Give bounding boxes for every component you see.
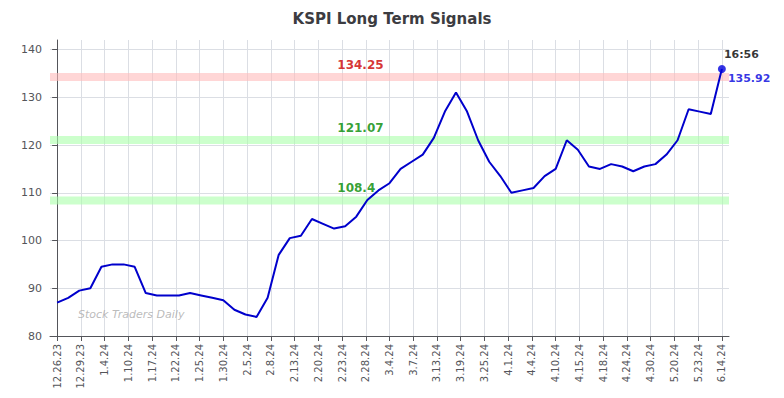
svg-text:1.17.24: 1.17.24 [147, 344, 158, 382]
svg-text:3.19.24: 3.19.24 [455, 344, 466, 382]
svg-text:16:56: 16:56 [724, 48, 759, 61]
svg-text:120: 120 [21, 139, 42, 152]
svg-text:1.30.24: 1.30.24 [218, 344, 229, 382]
svg-text:100: 100 [21, 234, 42, 247]
svg-text:1.25.24: 1.25.24 [194, 344, 205, 382]
svg-text:12.26.23: 12.26.23 [52, 344, 63, 389]
svg-text:108.4: 108.4 [337, 181, 375, 195]
svg-text:4.10.24: 4.10.24 [550, 344, 561, 382]
svg-text:2.28.24: 2.28.24 [360, 344, 371, 382]
svg-text:3.4.24: 3.4.24 [384, 344, 395, 376]
svg-text:3.13.24: 3.13.24 [431, 344, 442, 382]
svg-text:4.24.24: 4.24.24 [621, 344, 632, 382]
svg-text:4.18.24: 4.18.24 [598, 344, 609, 382]
svg-text:90: 90 [28, 282, 42, 295]
svg-text:6.14.24: 6.14.24 [716, 344, 727, 382]
svg-text:130: 130 [21, 91, 42, 104]
svg-text:4.30.24: 4.30.24 [645, 344, 656, 382]
svg-text:3.25.24: 3.25.24 [479, 344, 490, 382]
svg-text:80: 80 [28, 330, 42, 343]
svg-text:121.07: 121.07 [337, 121, 383, 135]
svg-text:1.10.24: 1.10.24 [123, 344, 134, 382]
svg-text:4.1.24: 4.1.24 [503, 344, 514, 376]
svg-text:2.5.24: 2.5.24 [242, 344, 253, 376]
svg-text:KSPI Long Term Signals: KSPI Long Term Signals [293, 10, 492, 28]
svg-text:110: 110 [21, 186, 42, 199]
svg-text:12.29.23: 12.29.23 [75, 344, 86, 389]
svg-text:1.4.24: 1.4.24 [99, 344, 110, 376]
svg-text:4.4.24: 4.4.24 [526, 344, 537, 376]
svg-text:2.13.24: 2.13.24 [289, 344, 300, 382]
svg-text:5.23.24: 5.23.24 [693, 344, 704, 382]
svg-text:2.20.24: 2.20.24 [313, 344, 324, 382]
svg-text:2.8.24: 2.8.24 [265, 344, 276, 376]
svg-text:3.7.24: 3.7.24 [408, 344, 419, 376]
svg-text:134.25: 134.25 [337, 58, 383, 72]
svg-text:1.22.24: 1.22.24 [170, 344, 181, 382]
svg-text:Stock Traders Daily: Stock Traders Daily [78, 308, 185, 321]
svg-text:135.92: 135.92 [728, 72, 770, 85]
svg-text:5.20.24: 5.20.24 [669, 344, 680, 382]
svg-text:4.15.24: 4.15.24 [574, 344, 585, 382]
svg-text:140: 140 [21, 43, 42, 56]
svg-text:2.23.24: 2.23.24 [337, 344, 348, 382]
